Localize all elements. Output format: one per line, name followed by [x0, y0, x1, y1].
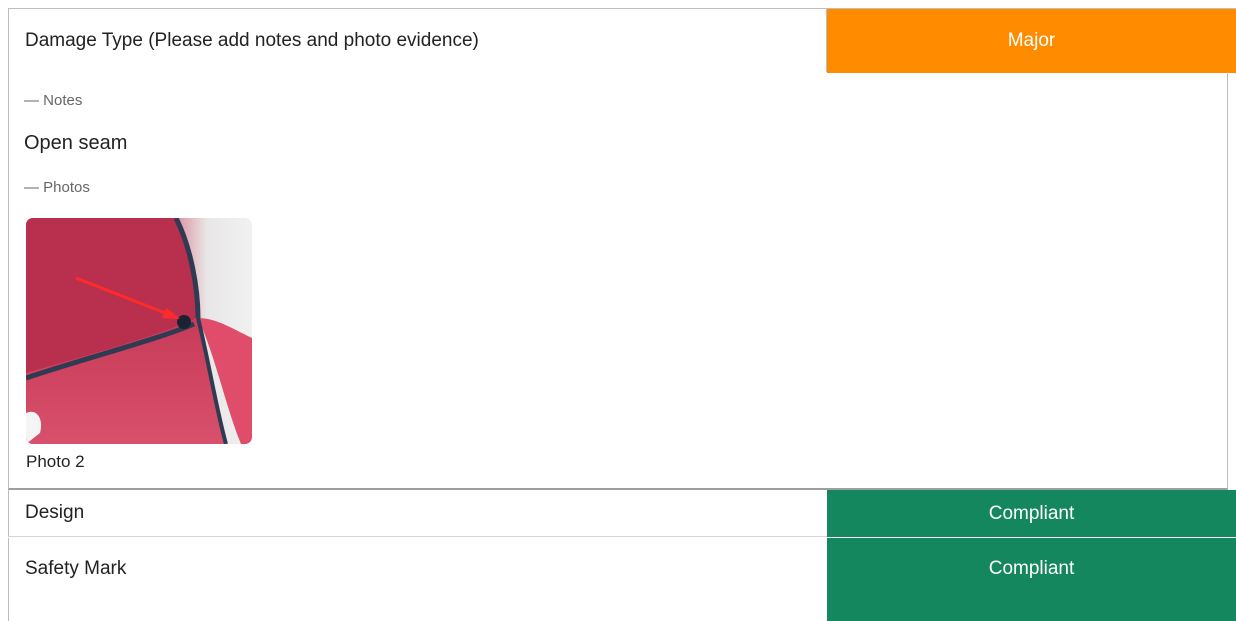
photos-heading: — Photos — [24, 179, 90, 196]
notes-heading: — Notes — [24, 92, 83, 109]
damage-type-label: Damage Type (Please add notes and photo … — [9, 9, 827, 72]
design-label: Design — [25, 502, 85, 523]
damaged-seam-photo-icon — [26, 218, 252, 444]
damage-details-panel: — Notes Open seam — Photos — [8, 72, 1228, 490]
notes-value: Open seam — [24, 132, 128, 154]
checklist-row-safety-mark[interactable]: Safety Mark Compliant — [8, 538, 1236, 621]
checklist-row-design[interactable]: Design Compliant — [8, 490, 1236, 537]
safety-mark-label: Safety Mark — [25, 558, 127, 579]
safety-mark-status-badge[interactable]: Compliant — [827, 538, 1236, 621]
design-status-badge[interactable]: Compliant — [827, 490, 1236, 537]
checklist-row-damage-type[interactable]: Damage Type (Please add notes and photo … — [8, 8, 1236, 73]
damage-photo-thumbnail[interactable] — [26, 218, 252, 444]
photo-caption: Photo 2 — [26, 452, 85, 471]
damage-status-badge[interactable]: Major — [827, 9, 1236, 73]
